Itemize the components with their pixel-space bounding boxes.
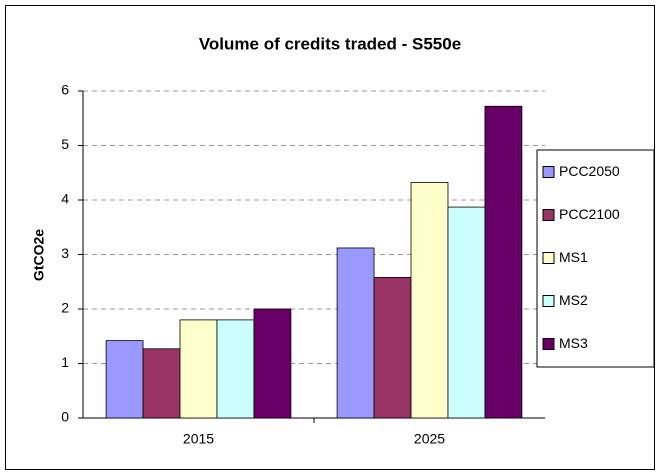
bar [105, 340, 144, 419]
legend-swatch [542, 252, 555, 264]
bar [253, 308, 292, 419]
legend-swatch [542, 166, 555, 178]
y-tick-label: 2 [61, 300, 69, 316]
y-axis-label: GtCO2e [31, 229, 47, 281]
legend-swatch [542, 338, 555, 350]
legend-label: MS1 [559, 249, 588, 265]
legend-box [536, 149, 655, 368]
bar [216, 319, 255, 419]
y-tick-label: 6 [61, 82, 69, 98]
bar [410, 182, 449, 419]
y-tick-label: 4 [61, 191, 69, 207]
legend-label: PCC2100 [559, 206, 620, 222]
y-tick-label: 1 [61, 354, 69, 370]
bar [373, 276, 412, 419]
bar [179, 319, 218, 419]
chart-title: Volume of credits traded - S550e [199, 34, 461, 53]
y-tick-label: 0 [61, 409, 69, 425]
y-tick-label: 3 [61, 245, 69, 261]
legend-swatch [542, 295, 555, 307]
x-tick-label: 2025 [414, 431, 445, 447]
legend-label: MS3 [559, 335, 588, 351]
bar [484, 105, 523, 419]
bar [336, 247, 375, 419]
legend-swatch [542, 209, 555, 221]
bar [142, 348, 181, 419]
bar [447, 206, 486, 419]
x-tick-label: 2015 [183, 431, 214, 447]
legend-label: MS2 [559, 292, 588, 308]
legend-label: PCC2050 [559, 163, 620, 179]
y-tick-label: 5 [61, 136, 69, 152]
